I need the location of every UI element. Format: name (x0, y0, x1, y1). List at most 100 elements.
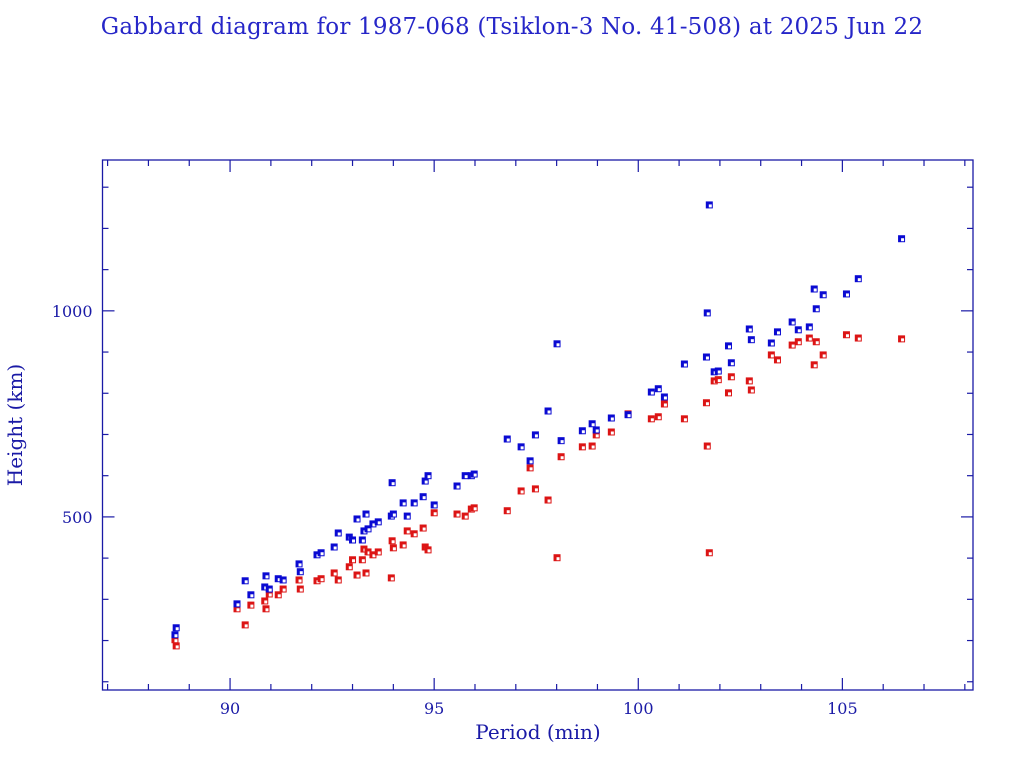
apogee-point (660, 393, 668, 401)
point-marker-hole (657, 388, 661, 392)
perigee-point (702, 399, 710, 407)
point-marker-hole (901, 338, 905, 342)
point-marker-hole (797, 329, 801, 333)
apogee-point (727, 359, 735, 367)
perigee-point (274, 591, 282, 599)
point-marker-hole (320, 552, 324, 556)
perigee-point (727, 373, 735, 381)
point-marker-hole (277, 578, 281, 582)
point-marker-hole (791, 344, 795, 348)
perigee-point (503, 507, 511, 515)
point-marker-hole (534, 488, 538, 492)
point-marker-hole (857, 278, 861, 282)
perigee-point (345, 563, 353, 571)
x-tick-label: 105 (827, 699, 858, 718)
apogee-point (553, 340, 561, 348)
perigee-point (430, 509, 438, 517)
point-marker-hole (265, 608, 269, 612)
point-marker-hole (791, 321, 795, 325)
apogee-point (724, 342, 732, 350)
point-marker-hole (813, 288, 817, 292)
point-marker-hole (433, 512, 437, 516)
apogee-point (317, 549, 325, 557)
point-marker-hole (727, 392, 731, 396)
apogee-point (702, 353, 710, 361)
point-marker-hole (333, 572, 337, 576)
apogee-point (171, 631, 179, 639)
point-marker-hole (268, 588, 272, 592)
point-marker-hole (595, 434, 599, 438)
point-marker-hole (750, 339, 754, 343)
perigee-point (724, 389, 732, 397)
point-marker-hole (367, 551, 371, 555)
apogee-point (274, 575, 282, 583)
point-marker-hole (174, 634, 178, 638)
point-marker-hole (377, 521, 381, 525)
point-marker-hole (299, 571, 303, 575)
apogee-point (805, 323, 813, 331)
apogee-point (592, 426, 600, 434)
apogee-point (531, 431, 539, 439)
point-marker-hole (808, 337, 812, 341)
point-marker-hole (663, 403, 667, 407)
point-marker-hole (391, 482, 395, 486)
apogee-point (854, 275, 862, 283)
perigee-point (461, 512, 469, 520)
perigee-point (349, 556, 357, 564)
point-marker-hole (352, 559, 356, 563)
perigee-point (747, 386, 755, 394)
point-marker-hole (595, 429, 599, 433)
point-marker-hole (413, 533, 417, 537)
point-marker-hole (627, 414, 631, 418)
perigee-point (544, 496, 552, 504)
point-marker-hole (748, 380, 752, 384)
perigee-point (526, 464, 534, 472)
apogee-point (362, 510, 370, 518)
perigee-point (647, 415, 655, 423)
apogee-point (430, 501, 438, 509)
apogee-point (461, 472, 469, 480)
point-marker-hole (422, 527, 426, 531)
point-marker-hole (402, 544, 406, 548)
apogee-point (705, 201, 713, 209)
point-marker-hole (175, 645, 179, 649)
perigee-point (794, 338, 802, 346)
perigee-point (714, 376, 722, 384)
point-marker-hole (337, 532, 341, 536)
perigee-point (578, 443, 586, 451)
point-marker-hole (236, 603, 240, 607)
apogee-point (745, 325, 753, 333)
apogee-point (767, 339, 775, 347)
point-marker-hole (705, 356, 709, 360)
perigee-point (241, 621, 249, 629)
point-marker-hole (845, 334, 849, 338)
point-marker-hole (427, 549, 431, 553)
perigee-point (553, 554, 561, 562)
perigee-point (812, 338, 820, 346)
apogee-point (654, 385, 662, 393)
point-marker-hole (337, 579, 341, 583)
perigee-point (387, 574, 395, 582)
apogee-point (526, 457, 534, 465)
apogee-point (353, 515, 361, 523)
point-marker-hole (377, 551, 381, 555)
perigee-point (403, 527, 411, 535)
apogee-point (578, 427, 586, 435)
point-marker-hole (808, 326, 812, 330)
point-marker-hole (473, 507, 477, 511)
x-tick-label: 95 (424, 699, 444, 718)
apogee-point (369, 520, 377, 528)
x-tick-label: 90 (220, 699, 240, 718)
apogee-point (262, 572, 270, 580)
point-marker-hole (797, 341, 801, 345)
perigee-point (296, 585, 304, 593)
point-marker-hole (320, 578, 324, 582)
perigee-point (399, 541, 407, 549)
apogee-point (233, 600, 241, 608)
perigee-point (773, 356, 781, 364)
apogee-point (794, 326, 802, 334)
perigee-point (317, 575, 325, 583)
plot-frame (101, 159, 974, 691)
perigee-point (172, 642, 180, 650)
point-marker-hole (348, 566, 352, 570)
